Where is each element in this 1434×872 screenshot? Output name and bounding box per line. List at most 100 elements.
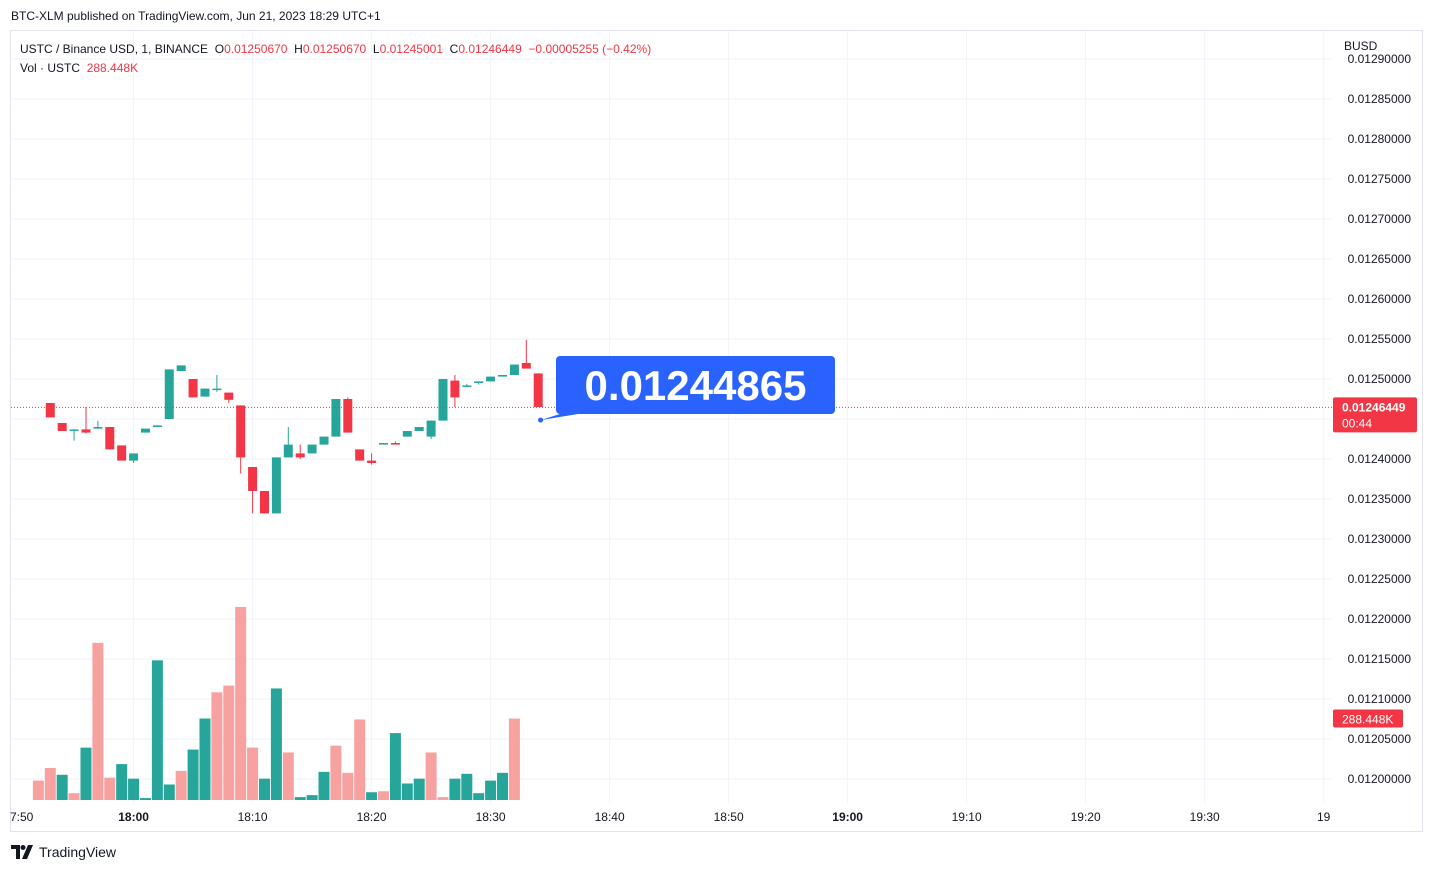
y-tick-label: 0.01220000	[1348, 612, 1412, 626]
y-tick-label: 0.01200000	[1348, 772, 1412, 786]
volume-bar	[294, 797, 306, 800]
candle	[248, 467, 258, 514]
candle	[271, 457, 281, 514]
y-tick-label: 0.01235000	[1348, 492, 1412, 506]
candle-body	[426, 420, 436, 437]
candle-body	[319, 436, 329, 445]
volume-bar	[175, 770, 187, 800]
legend-low-label: L	[372, 42, 380, 56]
candle-body	[378, 443, 388, 445]
candle-body	[81, 429, 91, 433]
candle-body	[164, 369, 174, 419]
candle	[355, 449, 365, 461]
candle	[129, 453, 139, 463]
candle-body	[105, 427, 115, 450]
y-tick-label: 0.01255000	[1348, 332, 1412, 346]
candle	[105, 427, 115, 450]
volume-bar	[401, 783, 413, 800]
y-tick-label: 0.01280000	[1348, 132, 1412, 146]
candle-body	[129, 453, 139, 461]
candle	[57, 423, 67, 431]
volume-bar	[389, 733, 401, 800]
volume-bar	[151, 660, 163, 800]
legend-change: −0.00005255 (−0.42%)	[528, 42, 652, 56]
candle	[236, 405, 246, 474]
candle-body	[200, 388, 210, 397]
candle-body	[45, 403, 55, 418]
y-tick-label: 0.01250000	[1348, 372, 1412, 386]
y-tick-label: 0.01260000	[1348, 292, 1412, 306]
candle	[402, 431, 412, 437]
volume-bar	[258, 778, 270, 800]
candle-body	[236, 405, 246, 458]
candle	[474, 381, 484, 385]
candle-body	[521, 363, 531, 369]
volume-bar	[187, 749, 199, 800]
volume-label-bg	[1333, 709, 1403, 728]
candle	[295, 444, 305, 459]
candle-body	[533, 373, 543, 407]
candle	[498, 375, 508, 377]
volume-bar	[163, 784, 175, 800]
legend-open-value: 0.01250670	[224, 42, 288, 56]
volume-bar	[104, 777, 116, 800]
currency-label: BUSD	[1344, 39, 1378, 53]
tradingview-logo[interactable]: TradingView	[11, 844, 116, 860]
volume-bar	[235, 606, 247, 800]
candle	[152, 425, 162, 427]
x-tick-label: 18:20	[357, 810, 387, 824]
volume-bar	[330, 745, 342, 800]
volume-bar	[497, 772, 509, 800]
candle	[307, 444, 317, 454]
y-tick-label: 0.01270000	[1348, 212, 1412, 226]
legend-price-row: USTC / Binance USD, 1, BINANCE O0.012506…	[20, 40, 651, 59]
candle-body	[450, 380, 460, 398]
candle-body	[188, 379, 198, 398]
callout-anchor-dot	[538, 417, 544, 423]
y-tick-label: 0.01275000	[1348, 172, 1412, 186]
candle	[93, 420, 103, 429]
candle	[438, 379, 448, 421]
candle-body	[462, 385, 472, 387]
candle	[426, 420, 436, 439]
candle-body	[414, 427, 424, 431]
volume-bar	[56, 774, 68, 800]
chart-frame[interactable]	[10, 30, 1423, 832]
volume-bar	[247, 747, 259, 800]
candle	[69, 429, 79, 441]
legend-volume-label[interactable]: Vol · USTC	[20, 61, 81, 75]
x-tick-label: 18:50	[714, 810, 744, 824]
y-tick-label: 0.01290000	[1348, 52, 1412, 66]
volume-bars	[32, 606, 520, 800]
volume-bar	[80, 747, 92, 800]
candle	[462, 383, 472, 387]
candle-body	[367, 460, 377, 463]
y-tick-label: 0.01225000	[1348, 572, 1412, 586]
legend-symbol[interactable]: USTC / Binance USD, 1, BINANCE	[20, 42, 209, 56]
candle-body	[152, 425, 162, 427]
volume-bar	[116, 764, 128, 800]
candle-body	[343, 399, 353, 433]
candle	[176, 365, 186, 371]
legend-high-value: 0.01250670	[302, 42, 367, 56]
candles	[45, 339, 543, 514]
candle-body	[248, 467, 258, 491]
callout-label: 0.01244865	[585, 362, 807, 409]
legend-close-value: 0.01246449	[458, 42, 522, 56]
candle-body	[331, 399, 341, 437]
candle	[45, 403, 55, 418]
volume-bar	[306, 795, 318, 800]
last-price-label: 0.01246449	[1342, 400, 1406, 414]
x-tick-label: 7:50	[10, 810, 34, 824]
y-tick-label: 0.01285000	[1348, 92, 1412, 106]
candle-body	[224, 392, 234, 400]
y-tick-label: 0.01230000	[1348, 532, 1412, 546]
candle-body	[117, 445, 127, 461]
volume-bar	[223, 685, 235, 800]
x-tick-label: 18:10	[238, 810, 268, 824]
candle	[509, 364, 519, 375]
candle-body	[486, 376, 496, 382]
candle	[164, 369, 174, 419]
volume-bar	[354, 719, 366, 800]
